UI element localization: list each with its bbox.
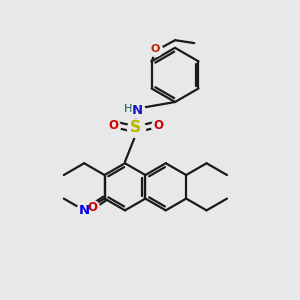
Text: O: O — [109, 119, 118, 132]
Text: N: N — [132, 104, 143, 117]
Text: O: O — [109, 119, 118, 132]
Text: S: S — [130, 120, 141, 135]
Text: O: O — [153, 119, 163, 132]
Text: O: O — [87, 201, 97, 214]
Text: O: O — [151, 44, 160, 54]
Text: H: H — [123, 104, 132, 114]
Text: N: N — [132, 104, 143, 117]
Text: O: O — [87, 201, 97, 214]
Text: O: O — [153, 119, 163, 132]
Text: N: N — [79, 204, 90, 217]
Text: S: S — [130, 120, 141, 135]
Text: O: O — [151, 44, 160, 54]
Text: N: N — [79, 204, 90, 217]
Text: H: H — [123, 104, 132, 114]
